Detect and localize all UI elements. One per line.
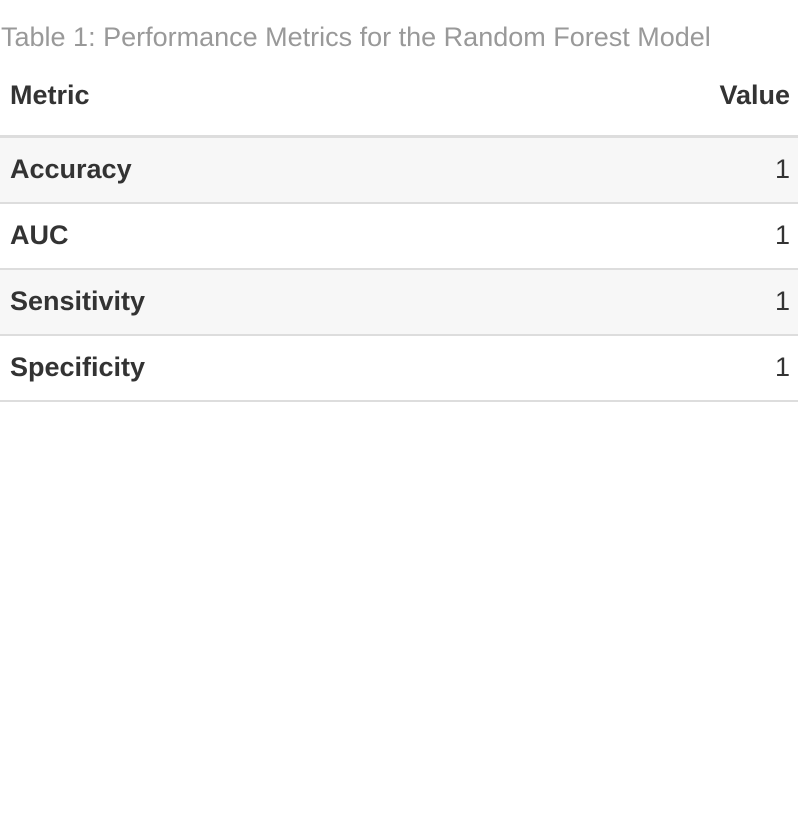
table-row: AUC 1	[0, 202, 798, 270]
table-header: Metric Value	[0, 50, 798, 138]
table-body: Accuracy 1 AUC 1 Sensitivity 1 Specifici…	[0, 136, 798, 402]
table-row: Accuracy 1	[0, 136, 798, 204]
table-caption: Table 1: Performance Metrics for the Ran…	[1, 22, 711, 52]
row-metric-value: 1	[500, 202, 798, 270]
row-metric-name: Sensitivity	[0, 268, 500, 336]
row-metric-value: 1	[500, 334, 798, 402]
table-row: Specificity 1	[0, 334, 798, 402]
header-metric: Metric	[0, 50, 500, 138]
row-metric-name: Specificity	[0, 334, 500, 402]
metrics-table-container: Table 1: Performance Metrics for the Ran…	[0, 0, 798, 402]
row-metric-value: 1	[500, 136, 798, 204]
header-row: Metric Value	[0, 50, 798, 138]
row-metric-value: 1	[500, 268, 798, 336]
metrics-table: Metric Value Accuracy 1 AUC 1 Sensitivit…	[0, 50, 798, 402]
row-metric-name: Accuracy	[0, 136, 500, 204]
table-row: Sensitivity 1	[0, 268, 798, 336]
row-metric-name: AUC	[0, 202, 500, 270]
header-value: Value	[500, 50, 798, 138]
